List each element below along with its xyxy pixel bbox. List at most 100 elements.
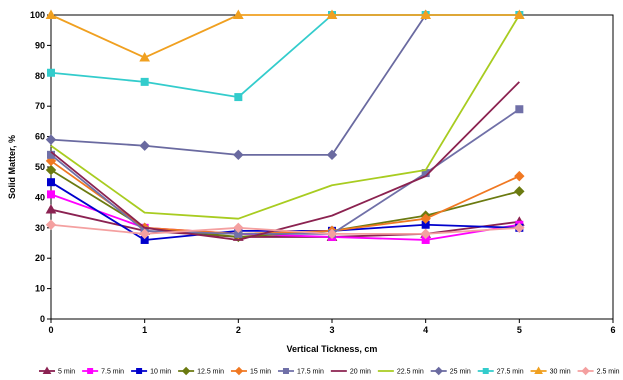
legend-label: 5 min	[58, 369, 75, 376]
x-tick-label: 4	[423, 325, 428, 335]
series-line	[50, 193, 520, 241]
series-line	[50, 223, 520, 235]
data-point	[420, 9, 432, 19]
data-point	[233, 222, 244, 234]
data-point	[47, 190, 55, 199]
data-point	[140, 77, 149, 86]
legend-swatch-marker	[581, 366, 590, 376]
data-point	[514, 222, 525, 234]
legend-item: 27.5 min	[477, 368, 524, 376]
legend-item: 7.5 min	[82, 368, 124, 376]
data-point	[45, 164, 57, 176]
series-line	[50, 108, 520, 235]
x-tick-label: 6	[610, 325, 615, 335]
y-tick-label: 30	[35, 223, 45, 233]
data-point	[326, 228, 338, 240]
data-point	[139, 140, 150, 151]
data-point	[420, 213, 431, 224]
data-point	[513, 9, 525, 19]
legend-swatch-marker	[42, 366, 52, 374]
legend-label: 30 min	[550, 369, 571, 376]
data-point	[233, 149, 244, 161]
series-layer	[45, 9, 525, 244]
x-axis-title: Vertical Tickness, cm	[287, 344, 378, 354]
series-line	[50, 160, 520, 235]
series-7-5-min	[47, 190, 524, 244]
data-point	[139, 52, 151, 62]
y-axis-title: Solid Matter, %	[7, 135, 17, 199]
legend-label: 25 min	[450, 369, 471, 376]
data-point	[139, 228, 150, 240]
legend-label: 27.5 min	[497, 369, 524, 376]
legend-label: 7.5 min	[101, 369, 124, 376]
legend-item: 25 min	[430, 366, 471, 376]
data-point	[326, 149, 338, 161]
legend-item: 10 min	[131, 368, 171, 376]
series-27-5-min	[47, 11, 524, 102]
legend-label: 2.5 min	[597, 369, 620, 376]
series-line	[50, 14, 521, 220]
data-point	[420, 228, 431, 240]
legend-swatch-marker	[482, 368, 489, 374]
legend-item: 15 min	[230, 366, 271, 376]
data-point	[47, 178, 55, 187]
legend-label: 10 min	[150, 369, 171, 376]
data-point	[45, 219, 57, 230]
y-tick-label: 20	[35, 253, 45, 263]
legend-label: 20 min	[350, 369, 371, 376]
series-22-5-min	[50, 14, 521, 220]
legend-item: 17.5 min	[277, 368, 324, 376]
series-30-min	[45, 9, 525, 62]
series-line	[50, 208, 520, 238]
x-tick-label: 0	[48, 325, 53, 335]
series-2-5-min	[45, 219, 525, 240]
legend-swatch-marker	[282, 368, 289, 374]
x-tick-label: 5	[517, 325, 522, 335]
y-tick-label: 10	[35, 284, 45, 294]
y-tick-label: 80	[35, 71, 45, 81]
legend-item: 30 min	[530, 366, 571, 376]
legend-label: 22.5 min	[397, 369, 424, 376]
x-tick-label: 2	[236, 325, 241, 335]
data-point	[45, 134, 57, 145]
legend-label: 15 min	[250, 369, 271, 376]
legend-swatch-marker	[434, 366, 443, 376]
series-25-min	[45, 9, 431, 161]
y-tick-label: 50	[35, 162, 45, 172]
data-point	[326, 9, 338, 19]
legend-label: 12.5 min	[197, 369, 224, 376]
data-point	[514, 186, 525, 197]
axes: 0 10 20 30 40 50 60 70 80 90 100 0 1 2 3 4 5 6	[30, 10, 616, 335]
y-tick-label: 60	[35, 132, 45, 142]
series-line	[50, 81, 520, 241]
legend-item: 5 min	[39, 366, 75, 376]
data-point	[47, 68, 55, 77]
data-point	[45, 204, 57, 214]
legend-item: 12.5 min	[178, 366, 224, 376]
x-tick-label: 3	[329, 325, 334, 335]
y-tick-label: 100	[30, 10, 45, 20]
x-tick-label: 1	[142, 325, 147, 335]
data-point	[232, 9, 244, 19]
legend-item: 22.5 min	[377, 369, 424, 376]
data-point	[45, 9, 57, 19]
legend-swatch-marker	[534, 366, 543, 374]
legend-item: 2.5 min	[577, 366, 620, 376]
legend-swatch-marker	[87, 368, 94, 374]
y-tick-label: 90	[35, 40, 45, 50]
data-point	[514, 170, 525, 182]
y-tick-label: 40	[35, 192, 45, 202]
data-point	[515, 105, 524, 114]
series-line	[50, 14, 520, 59]
series-line	[50, 14, 427, 156]
plot-frame	[50, 14, 614, 320]
legend-swatch-marker	[234, 366, 244, 376]
legend-item: 20 min	[330, 369, 371, 376]
y-tick-label: 0	[40, 314, 45, 324]
series-20-min	[50, 81, 520, 241]
data-point	[234, 93, 243, 102]
legend-swatch-marker	[181, 366, 191, 376]
series-line	[50, 14, 520, 98]
y-tick-label: 70	[35, 101, 45, 111]
